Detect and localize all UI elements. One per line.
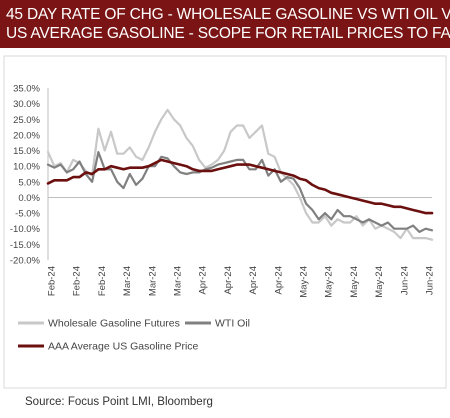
y-tick-label: -20.0% — [10, 256, 41, 267]
x-tick-label: Apr-24 — [248, 266, 259, 295]
x-axis: Feb-24 Feb-24 Feb-24 Mar-24 Mar-24 Mar-24 Apr-… — [47, 196, 436, 298]
y-tick-label: 10.0% — [13, 162, 40, 173]
y-tick-label: 30.0% — [13, 99, 40, 110]
y-tick-label: -10.0% — [10, 224, 41, 235]
x-tick-label: May-24 — [324, 266, 335, 298]
legend-label: WTI Oil — [215, 318, 250, 330]
x-tick-label: Mar-24 — [122, 266, 133, 296]
x-tick-label: Apr-24 — [223, 266, 234, 295]
y-tick-label: 5.0% — [18, 177, 40, 188]
y-tick-label: -5.0% — [15, 209, 40, 220]
y-tick-label: 25.0% — [13, 115, 40, 126]
y-tick-label: 20.0% — [13, 130, 40, 141]
chart-title: 45 DAY RATE OF CHG - WHOLESALE GASOLINE … — [0, 0, 450, 48]
y-axis: 35.0% 30.0% 25.0% 20.0% 15.0% 10.0% 5.0% 0.0% -5… — [10, 84, 49, 267]
series-lines — [46, 108, 434, 241]
legend-label: Wholesale Gasoline Futures — [48, 318, 180, 330]
x-tick-label: Mar-24 — [173, 266, 184, 296]
x-tick-label: Apr-24 — [198, 266, 209, 295]
x-tick-label: Feb-24 — [97, 266, 108, 296]
chart-title-line-1: 45 DAY RATE OF CHG - WHOLESALE GASOLINE … — [6, 6, 450, 23]
x-tick-label: May-24 — [374, 266, 385, 298]
y-tick-label: -15.0% — [10, 240, 41, 251]
series-line-wti-oil — [46, 151, 434, 233]
x-tick-label: Feb-24 — [47, 266, 58, 296]
x-tick-label: Mar-24 — [147, 266, 158, 296]
x-tick-label: Apr-24 — [273, 266, 284, 295]
source-note: Source: Focus Point LMI, Bloomberg — [25, 396, 213, 408]
x-tick-label: May-24 — [349, 266, 360, 298]
x-tick-label: May-24 — [299, 266, 310, 298]
chart-frame — [3, 55, 447, 389]
y-tick-label: 35.0% — [13, 84, 40, 95]
chart-title-line-2: US AVERAGE GASOLINE - SCOPE FOR RETAIL P… — [6, 25, 450, 42]
x-tick-label: Jun-24 — [425, 266, 436, 295]
x-tick-label: Feb-24 — [72, 266, 83, 296]
y-tick-label: 15.0% — [13, 146, 40, 157]
series-line-aaa-gasoline — [46, 158, 434, 215]
legend: Wholesale Gasoline Futures WTI Oil AAA Ave… — [18, 318, 250, 353]
y-tick-label: 0.0% — [18, 193, 40, 204]
line-chart: 35.0% 30.0% 25.0% 20.0% 15.0% 10.0% 5.0% 0.0% -5… — [3, 55, 447, 389]
x-tick-label: Jun-24 — [399, 266, 410, 295]
legend-label: AAA Average US Gasoline Price — [48, 341, 199, 353]
